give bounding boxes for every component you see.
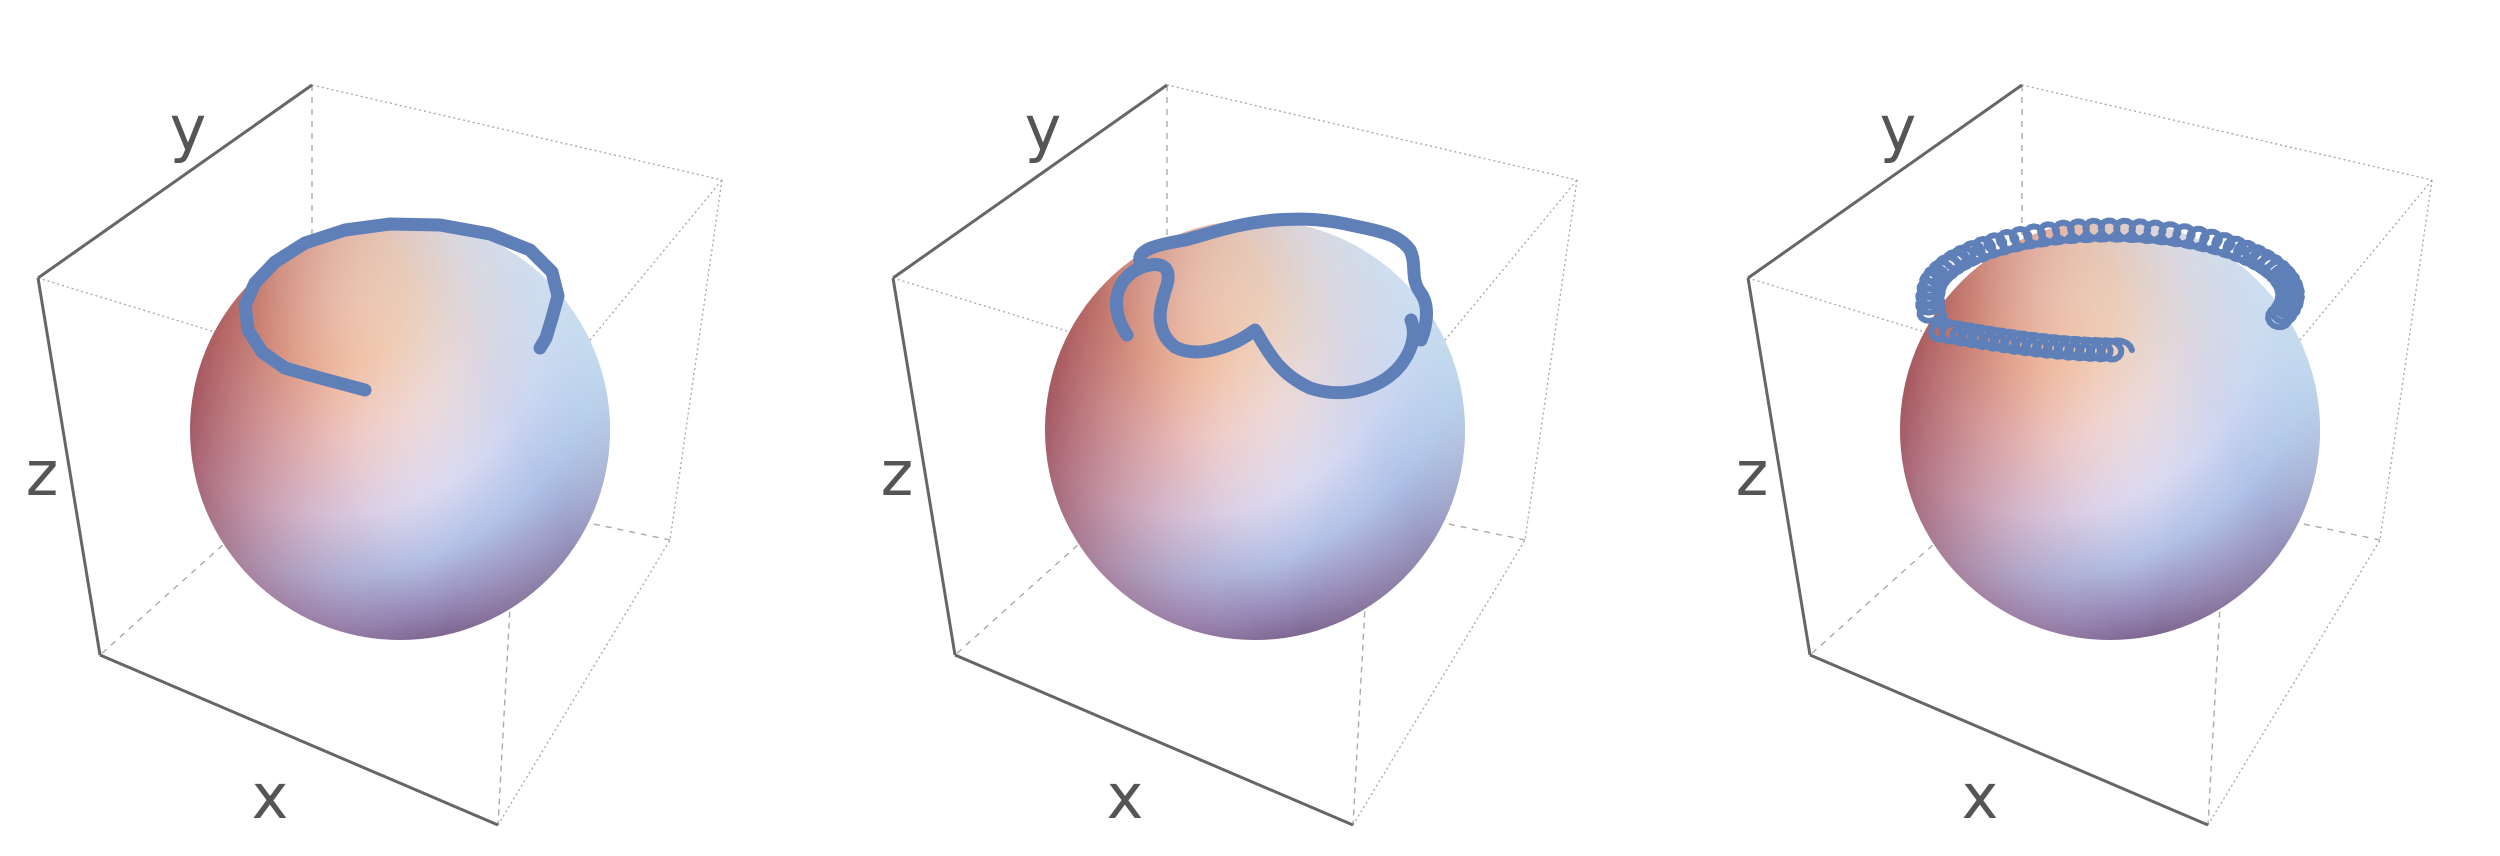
box-edge-top-back	[311, 84, 723, 181]
panel-2: y z x	[881, 83, 1578, 833]
axis-label-y: y	[1880, 92, 1917, 165]
axis-line-z	[36, 277, 102, 656]
axis-line-x	[954, 653, 1354, 827]
box-edge-bottom-right	[1352, 539, 1526, 826]
axis-line-y	[1747, 83, 2023, 280]
axis-line-z	[891, 277, 957, 656]
axis-label-x: x	[252, 760, 289, 833]
panel-1: y z x	[26, 83, 723, 833]
sphere-shade-right	[1045, 220, 1465, 640]
axis-label-y: y	[170, 92, 207, 165]
box-edge-right-back	[669, 179, 723, 541]
box-edge-right-back	[2379, 179, 2433, 541]
axis-label-z: z	[881, 437, 914, 510]
axis-label-x: x	[1962, 760, 1999, 833]
axis-label-z: z	[26, 437, 59, 510]
axis-line-y	[37, 83, 313, 280]
panels-root: y z x y z x y z x	[26, 83, 2433, 833]
axis-line-x	[1809, 653, 2209, 827]
box-edge-bottom-right	[2207, 539, 2381, 826]
box-edge-bottom-right	[497, 539, 671, 826]
axis-label-y: y	[1025, 92, 1062, 165]
box-edge-top-back	[1166, 84, 1578, 181]
axis-line-z	[1746, 277, 1812, 656]
panel-3: y z x	[1736, 83, 2433, 833]
axis-label-z: z	[1736, 437, 1769, 510]
trajectory-curve	[1915, 217, 2305, 363]
box-edge-right-back	[1524, 179, 1578, 541]
axis-label-x: x	[1107, 760, 1144, 833]
axis-line-y	[892, 83, 1168, 280]
trajectory-curve	[238, 217, 565, 397]
sphere-shade-right	[1900, 220, 2320, 640]
trajectory-curve	[1109, 212, 1433, 400]
axis-line-x	[99, 653, 499, 827]
box-edge-top-back	[2021, 84, 2433, 181]
sphere-shade-right	[190, 220, 610, 640]
